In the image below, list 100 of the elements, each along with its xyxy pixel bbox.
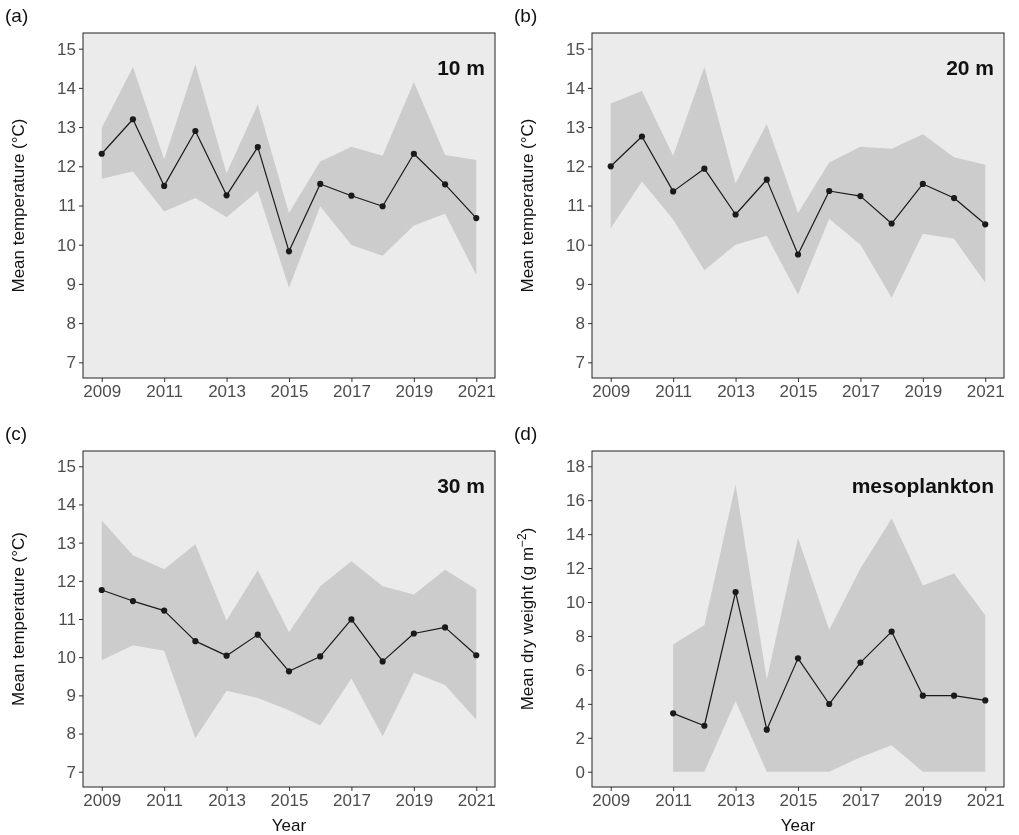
y-tick-label: 8 bbox=[575, 626, 585, 646]
point bbox=[441, 624, 449, 631]
point bbox=[826, 700, 833, 708]
chart-title: (d) bbox=[514, 423, 538, 444]
point bbox=[732, 588, 739, 596]
point bbox=[888, 220, 895, 227]
point bbox=[919, 692, 926, 699]
annotation: 30 m bbox=[437, 474, 485, 497]
y-tick-label: 14 bbox=[57, 495, 76, 515]
y-tick-label: 2 bbox=[575, 728, 585, 748]
point bbox=[223, 652, 230, 659]
y-tick-label: 7 bbox=[575, 353, 585, 373]
x-tick-label: 2021 bbox=[457, 382, 496, 402]
y-axis-title: Mean temperature (°C) bbox=[9, 531, 28, 707]
point bbox=[763, 726, 770, 733]
y-tick-label: 13 bbox=[57, 118, 76, 138]
y-tick-label: 18 bbox=[566, 457, 585, 477]
point bbox=[98, 586, 105, 594]
x-tick-label: 2011 bbox=[655, 382, 692, 402]
y-tick-label: 0 bbox=[575, 762, 585, 782]
point bbox=[473, 214, 480, 222]
y-tick-label: 7 bbox=[66, 762, 76, 782]
point bbox=[379, 203, 386, 210]
y-tick-label: 12 bbox=[566, 559, 585, 579]
y-tick-label: 12 bbox=[566, 157, 585, 177]
y-tick-label: 11 bbox=[58, 609, 76, 629]
point bbox=[192, 127, 199, 135]
x-tick-label: 2015 bbox=[779, 791, 818, 811]
point bbox=[950, 194, 958, 202]
y-axis-title: Mean temperature (°C) bbox=[518, 118, 537, 293]
y-tick-label: 11 bbox=[58, 196, 76, 216]
x-tick-label: 2017 bbox=[842, 791, 880, 811]
point bbox=[670, 710, 677, 717]
y-tick-label: 8 bbox=[66, 314, 76, 334]
y-tick-label: 8 bbox=[575, 314, 585, 334]
y-tick-label: 13 bbox=[566, 118, 585, 138]
x-tick-label: 2015 bbox=[270, 791, 309, 811]
chart-title: (a) bbox=[5, 5, 29, 26]
x-tick-label: 2011 bbox=[655, 791, 692, 811]
y-tick-label: 10 bbox=[566, 235, 585, 255]
point bbox=[285, 668, 293, 675]
x-tick-label: 2009 bbox=[83, 791, 122, 811]
point bbox=[638, 133, 646, 140]
chart-title: (b) bbox=[514, 5, 538, 26]
point bbox=[732, 211, 739, 218]
x-tick-label: 2021 bbox=[966, 791, 1005, 811]
annotation: mesoplankton bbox=[851, 474, 994, 497]
x-tick-label: 2009 bbox=[592, 382, 631, 402]
x-tick-label: 2021 bbox=[966, 382, 1005, 402]
point bbox=[607, 163, 614, 170]
y-tick-label: 6 bbox=[575, 660, 585, 680]
point bbox=[192, 638, 199, 645]
point bbox=[317, 180, 324, 188]
annotation: 10 m bbox=[437, 56, 485, 79]
y-tick-label: 10 bbox=[566, 592, 585, 612]
point bbox=[254, 631, 261, 638]
point bbox=[701, 165, 708, 172]
point bbox=[857, 659, 864, 666]
y-tick-label: 11 bbox=[567, 196, 585, 216]
x-axis-title: Year bbox=[780, 816, 816, 835]
x-tick-label: 2019 bbox=[904, 382, 943, 402]
point bbox=[441, 181, 449, 188]
x-tick-label: 2015 bbox=[779, 382, 818, 402]
y-tick-label: 10 bbox=[57, 235, 76, 255]
point bbox=[919, 180, 926, 188]
x-tick-label: 2013 bbox=[717, 791, 755, 811]
point bbox=[348, 192, 355, 199]
point bbox=[982, 221, 989, 228]
point bbox=[317, 653, 324, 660]
point bbox=[285, 248, 293, 255]
y-tick-label: 7 bbox=[66, 353, 76, 373]
point bbox=[794, 251, 802, 258]
chart-title: (c) bbox=[5, 423, 28, 444]
point bbox=[98, 150, 105, 157]
x-tick-label: 2011 bbox=[146, 791, 183, 811]
y-tick-label: 15 bbox=[566, 39, 585, 59]
y-tick-label: 12 bbox=[57, 157, 76, 177]
point bbox=[161, 182, 168, 189]
point bbox=[794, 655, 802, 662]
x-tick-label: 2019 bbox=[395, 382, 434, 402]
x-tick-label: 2017 bbox=[333, 791, 371, 811]
x-tick-label: 2011 bbox=[146, 382, 183, 402]
y-tick-label: 14 bbox=[566, 78, 585, 98]
x-axis-title: Year bbox=[271, 816, 307, 835]
point bbox=[670, 188, 677, 195]
y-tick-label: 14 bbox=[57, 78, 76, 98]
point bbox=[161, 607, 168, 614]
point bbox=[950, 692, 958, 699]
y-tick-label: 14 bbox=[566, 525, 585, 545]
point bbox=[410, 150, 417, 157]
y-tick-label: 16 bbox=[566, 491, 585, 511]
y-axis-title: Mean temperature (°C) bbox=[9, 118, 28, 293]
y-tick-label: 9 bbox=[66, 274, 76, 294]
y-tick-label: 9 bbox=[575, 274, 585, 294]
point bbox=[129, 597, 137, 605]
x-tick-label: 2013 bbox=[717, 382, 755, 402]
y-tick-label: 10 bbox=[57, 648, 76, 668]
y-tick-label: 9 bbox=[66, 686, 76, 706]
point bbox=[473, 652, 480, 659]
point bbox=[826, 187, 833, 195]
